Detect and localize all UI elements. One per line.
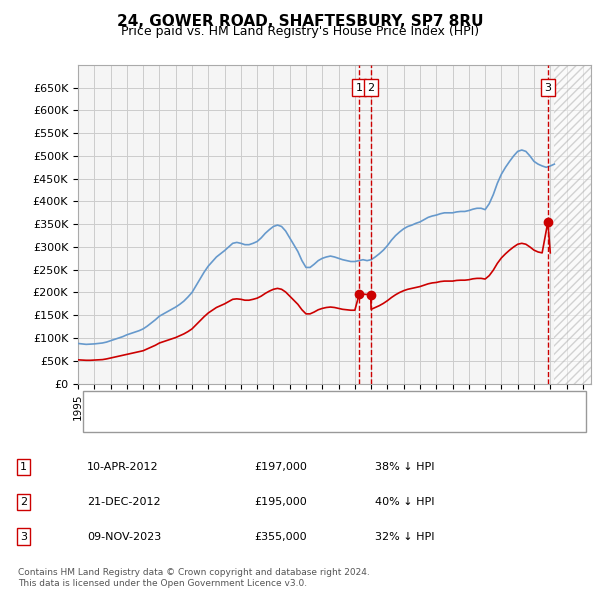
- Text: 32% ↓ HPI: 32% ↓ HPI: [375, 532, 434, 542]
- Text: Contains HM Land Registry data © Crown copyright and database right 2024.: Contains HM Land Registry data © Crown c…: [18, 568, 370, 576]
- Text: This data is licensed under the Open Government Licence v3.0.: This data is licensed under the Open Gov…: [18, 579, 307, 588]
- Text: 09-NOV-2023: 09-NOV-2023: [87, 532, 161, 542]
- FancyBboxPatch shape: [83, 391, 586, 432]
- Text: £355,000: £355,000: [254, 532, 307, 542]
- Text: HPI: Average price, detached house, Dorset: HPI: Average price, detached house, Dors…: [119, 417, 347, 426]
- Text: 21-DEC-2012: 21-DEC-2012: [87, 497, 161, 507]
- Text: 3: 3: [544, 83, 551, 93]
- Text: 1: 1: [356, 83, 363, 93]
- Text: £195,000: £195,000: [254, 497, 307, 507]
- Text: 24, GOWER ROAD, SHAFTESBURY, SP7 8RU (detached house): 24, GOWER ROAD, SHAFTESBURY, SP7 8RU (de…: [119, 395, 439, 405]
- Text: 3: 3: [20, 532, 27, 542]
- Text: £197,000: £197,000: [254, 462, 307, 472]
- Bar: [554, 65, 591, 384]
- Text: 2: 2: [367, 83, 374, 93]
- Text: 38% ↓ HPI: 38% ↓ HPI: [375, 462, 434, 472]
- Text: 10-APR-2012: 10-APR-2012: [87, 462, 158, 472]
- Text: 2: 2: [20, 497, 27, 507]
- Text: 40% ↓ HPI: 40% ↓ HPI: [375, 497, 434, 507]
- Text: 1: 1: [20, 462, 27, 472]
- Text: 24, GOWER ROAD, SHAFTESBURY, SP7 8RU: 24, GOWER ROAD, SHAFTESBURY, SP7 8RU: [117, 14, 483, 28]
- Text: Price paid vs. HM Land Registry's House Price Index (HPI): Price paid vs. HM Land Registry's House …: [121, 25, 479, 38]
